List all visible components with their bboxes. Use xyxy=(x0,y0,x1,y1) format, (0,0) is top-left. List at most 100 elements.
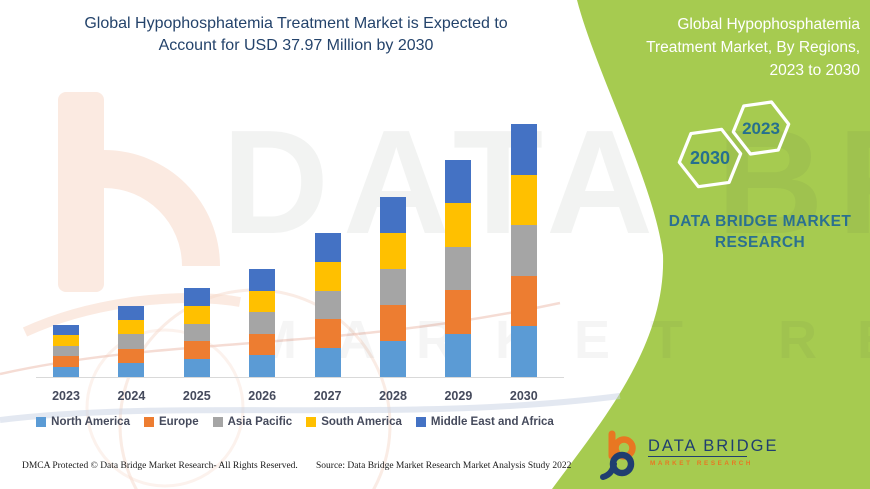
x-axis-label-2028: 2028 xyxy=(379,389,407,403)
segment-2029-north-america xyxy=(445,333,472,377)
segment-2026-north-america xyxy=(249,355,276,377)
panel-heading-line2: Treatment Market, By Regions, xyxy=(646,39,860,56)
segment-2028-north-america xyxy=(380,340,406,377)
bar-2029 xyxy=(445,160,472,377)
segment-2023-middle-east-and-africa xyxy=(53,325,79,336)
segment-2026-middle-east-and-africa xyxy=(249,269,276,291)
segment-2025-middle-east-and-africa xyxy=(183,288,210,306)
legend-label: Middle East and Africa xyxy=(430,416,554,428)
green-panel-shape xyxy=(552,0,870,489)
segment-2026-south-america xyxy=(249,290,276,313)
segment-2024-south-america xyxy=(118,320,145,335)
segment-2028-south-america xyxy=(380,233,406,270)
chart-title-line2: Account for USD 37.97 Million by 2030 xyxy=(158,37,434,54)
segment-2025-asia-pacific xyxy=(183,323,210,342)
segment-2030-middle-east-and-africa xyxy=(510,124,537,175)
bar-2028 xyxy=(380,197,406,377)
x-axis-label-2029: 2029 xyxy=(444,389,473,403)
legend-item-europe: Europe xyxy=(143,416,199,428)
x-axis-label-2025: 2025 xyxy=(182,389,211,403)
hexagon-2023-label: 2023 xyxy=(742,119,780,138)
x-axis-label-2023: 2023 xyxy=(52,389,80,403)
legend-label: Asia Pacific xyxy=(227,416,293,428)
legend-label: Europe xyxy=(158,416,199,428)
segment-2029-south-america xyxy=(445,203,472,247)
x-axis-label-2027: 2027 xyxy=(313,389,342,403)
segment-2030-north-america xyxy=(510,326,537,377)
bar-2027 xyxy=(314,233,341,377)
segment-2030-asia-pacific xyxy=(510,225,537,276)
segment-2024-europe xyxy=(118,348,145,363)
brand-text: DATA BRIDGE MARKET RESEARCH xyxy=(650,211,870,253)
logo-subtitle: MARKET RESEARCH xyxy=(650,460,754,467)
legend-swatch-icon xyxy=(415,417,426,427)
chart-title: Global Hypophosphatemia Treatment Market… xyxy=(10,13,582,57)
legend-item-middle-east-and-africa: Middle East and Africa xyxy=(415,416,554,428)
legend-item-north-america: North America xyxy=(36,416,130,428)
segment-2025-south-america xyxy=(183,305,210,324)
segment-2028-europe xyxy=(380,305,406,341)
legend-label: South America xyxy=(321,416,402,428)
footer-source-text: Source: Data Bridge Market Research Mark… xyxy=(316,461,572,471)
footer-dmca-text: DMCA Protected © Data Bridge Market Rese… xyxy=(22,461,298,471)
segment-2030-south-america xyxy=(510,174,537,226)
segment-2024-middle-east-and-africa xyxy=(118,306,145,321)
segment-2026-europe xyxy=(249,333,276,356)
segment-2027-north-america xyxy=(314,348,341,377)
brand-text-line1: DATA BRIDGE MARKET xyxy=(668,213,852,230)
decor-wave-blue xyxy=(0,393,621,423)
bar-2024 xyxy=(118,306,145,377)
panel-heading-line3: 2023 to 2030 xyxy=(769,62,860,79)
hexagon-2030-icon xyxy=(677,127,743,189)
segment-2025-north-america xyxy=(183,359,210,377)
hexagon-2023-icon xyxy=(731,100,791,156)
hexagon-2030-label: 2030 xyxy=(690,148,730,168)
segment-2024-asia-pacific xyxy=(118,334,145,349)
segment-2023-europe xyxy=(53,356,79,367)
segment-2024-north-america xyxy=(118,362,145,377)
bar-2026 xyxy=(249,269,276,377)
peach-b-watermark-icon xyxy=(22,92,241,337)
brand-text-line2: RESEARCH xyxy=(714,234,806,251)
segment-2029-middle-east-and-africa xyxy=(445,160,472,204)
legend-item-asia-pacific: Asia Pacific xyxy=(212,416,293,428)
segment-2028-middle-east-and-africa xyxy=(380,197,406,234)
x-axis-label-2030: 2030 xyxy=(509,389,538,403)
logo-underline xyxy=(648,456,747,457)
segment-2030-europe xyxy=(510,275,537,327)
segment-2029-europe xyxy=(445,290,472,334)
x-axis-label-2026: 2026 xyxy=(248,389,277,403)
x-axis-label-2024: 2024 xyxy=(117,389,146,403)
bar-2025 xyxy=(183,288,210,377)
segment-2025-europe xyxy=(183,341,210,360)
bar-2023 xyxy=(53,325,79,377)
legend-item-south-america: South America xyxy=(306,416,402,428)
segment-2027-asia-pacific xyxy=(314,290,341,320)
legend: North America Europe Asia Pacific South Ame… xyxy=(25,416,565,428)
data-bridge-logo-icon xyxy=(600,430,636,480)
segment-2027-middle-east-and-africa xyxy=(314,233,341,262)
segment-2026-asia-pacific xyxy=(249,312,276,334)
legend-swatch-icon xyxy=(36,417,47,427)
x-axis-line xyxy=(36,377,564,378)
logo-title: DATA BRIDGE xyxy=(648,437,779,455)
chart-title-line1: Global Hypophosphatemia Treatment Market… xyxy=(84,15,508,32)
legend-swatch-icon xyxy=(306,417,317,427)
segment-2023-north-america xyxy=(53,366,79,377)
segment-2027-south-america xyxy=(314,261,341,291)
bar-2030 xyxy=(510,124,537,377)
segment-2028-asia-pacific xyxy=(380,269,406,305)
segment-2029-asia-pacific xyxy=(445,246,472,291)
legend-swatch-icon xyxy=(212,417,223,427)
segment-2023-asia-pacific xyxy=(53,345,79,357)
legend-swatch-icon xyxy=(143,417,154,427)
legend-label: North America xyxy=(51,416,130,428)
segment-2023-south-america xyxy=(53,335,79,346)
panel-heading-line1: Global Hypophosphatemia xyxy=(677,16,860,33)
panel-heading: Global Hypophosphatemia Treatment Market… xyxy=(590,13,860,82)
segment-2027-europe xyxy=(314,319,341,349)
